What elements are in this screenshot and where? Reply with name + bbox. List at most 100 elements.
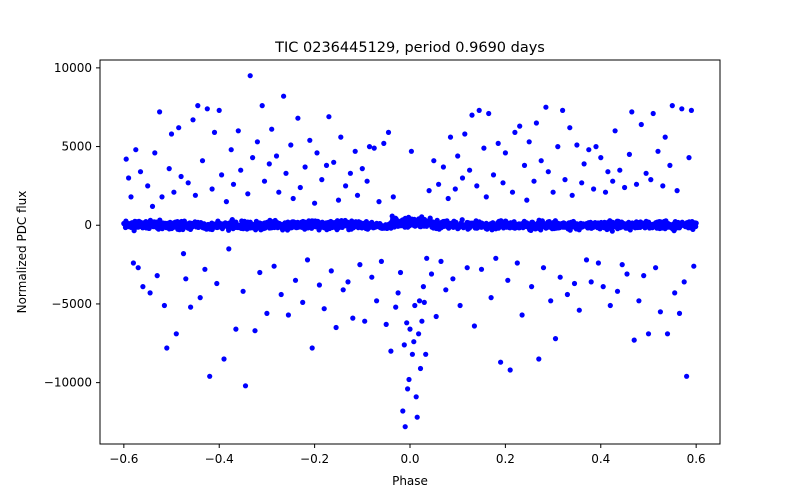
data-point (147, 290, 153, 296)
data-point (428, 271, 435, 277)
data-point (409, 351, 415, 357)
data-point (130, 260, 136, 266)
data-point (412, 302, 418, 309)
data-point (462, 131, 468, 137)
data-point (164, 345, 170, 351)
x-tick-label: −0.4 (205, 452, 234, 466)
data-point (233, 326, 239, 332)
data-point (404, 320, 410, 326)
x-tick-label: 0.4 (591, 452, 610, 466)
baseline-point (693, 220, 699, 226)
data-point (445, 195, 451, 202)
y-tick-label: −5000 (51, 297, 92, 311)
data-point (216, 107, 222, 113)
data-point (645, 331, 652, 337)
data-point (538, 158, 544, 164)
data-point (281, 93, 287, 99)
data-point (171, 189, 177, 195)
data-point (576, 307, 582, 313)
data-point (509, 189, 516, 195)
data-point (145, 183, 151, 189)
data-point (588, 279, 594, 285)
data-point (486, 110, 492, 117)
data-point (154, 273, 160, 279)
data-point (401, 342, 407, 348)
data-point (316, 282, 322, 288)
data-point (247, 73, 253, 79)
data-point (483, 194, 489, 200)
data-point (357, 262, 363, 268)
data-point (302, 164, 308, 170)
data-point (157, 109, 163, 115)
data-point (166, 166, 172, 172)
data-point (374, 298, 380, 304)
data-point (381, 140, 387, 146)
data-point (624, 271, 630, 277)
data-point (347, 170, 353, 176)
data-point (419, 318, 425, 324)
data-point (235, 128, 241, 134)
data-point (691, 263, 697, 269)
data-point (638, 121, 644, 128)
y-tick-label: 0 (84, 218, 92, 232)
y-axis-ticks: 10000 5000 0 −5000 −10000 (44, 61, 100, 390)
data-point (278, 291, 284, 298)
data-point (569, 192, 575, 198)
data-point (395, 290, 401, 296)
data-point (326, 114, 332, 120)
data-point (388, 348, 394, 354)
data-point (383, 321, 389, 327)
data-point (457, 302, 463, 309)
data-point (359, 166, 365, 172)
data-point (636, 298, 642, 304)
data-point (309, 345, 315, 351)
data-point (159, 194, 165, 200)
data-point (507, 367, 513, 373)
data-point (567, 125, 573, 131)
data-point (436, 181, 442, 187)
data-point (411, 339, 417, 345)
data-point (622, 184, 628, 191)
data-point (371, 145, 377, 151)
data-point (333, 324, 339, 331)
data-point (517, 123, 523, 129)
y-tick-label: 10000 (54, 61, 92, 75)
data-point (526, 139, 532, 145)
data-point (297, 184, 303, 191)
data-point (366, 144, 373, 150)
data-point (230, 181, 237, 187)
data-point (605, 169, 611, 175)
x-tick-label: 0.2 (496, 452, 515, 466)
data-point (126, 175, 132, 181)
data-point (560, 107, 566, 113)
data-point (629, 109, 635, 115)
data-point (188, 304, 194, 310)
data-point (493, 255, 499, 261)
data-point (133, 147, 139, 153)
data-point (228, 147, 234, 153)
data-point (550, 189, 556, 195)
data-point (643, 170, 649, 176)
data-point (423, 351, 429, 357)
data-point (214, 280, 220, 287)
data-point (612, 128, 618, 134)
data-point (684, 373, 690, 379)
data-point (631, 337, 637, 343)
data-point (245, 191, 251, 197)
data-point (254, 139, 260, 145)
data-point (364, 178, 370, 184)
data-point (619, 262, 625, 268)
data-point (416, 298, 423, 304)
data-point (669, 103, 675, 109)
y-tick-label: 5000 (61, 140, 92, 154)
data-point (531, 178, 537, 184)
data-point (295, 115, 301, 121)
data-point (664, 331, 671, 337)
data-point (173, 331, 179, 337)
baseline-point (459, 217, 465, 223)
data-point (443, 287, 449, 293)
data-point (204, 106, 210, 112)
data-point (300, 299, 306, 305)
data-point (161, 302, 167, 309)
